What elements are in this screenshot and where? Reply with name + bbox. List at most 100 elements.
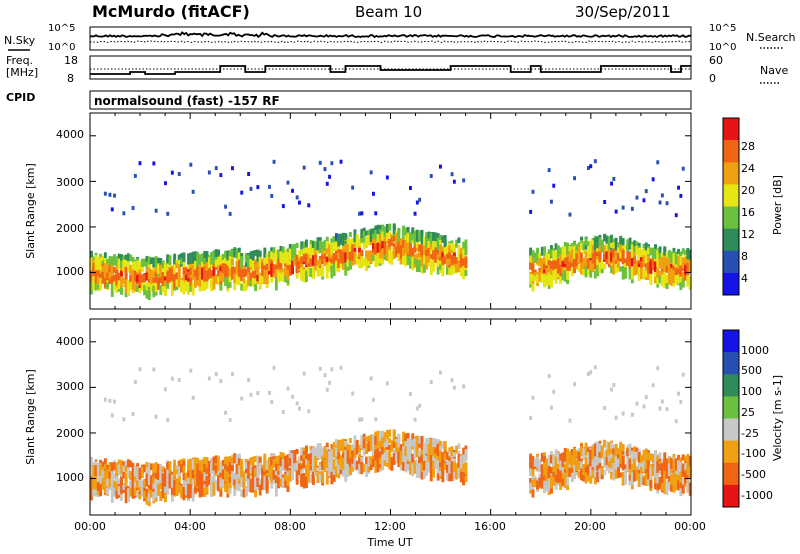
power-cell [439, 244, 442, 255]
velocity-cell [376, 440, 380, 452]
velocity-cell [647, 468, 650, 480]
power-cell [397, 253, 401, 262]
power-cell [429, 256, 433, 263]
velocity-cell [194, 481, 197, 494]
power-cell [589, 260, 593, 271]
power-cell [108, 265, 112, 275]
velocity-cell [531, 395, 535, 400]
velocity-colorbar-swatch [723, 396, 739, 419]
velocity-cell [318, 366, 322, 371]
velocity-cell [237, 466, 241, 473]
velocity-cell [120, 461, 123, 474]
power-cell [272, 269, 276, 278]
power-cell [614, 209, 618, 214]
velocity-cell [385, 430, 389, 439]
velocity-cell [448, 451, 452, 457]
velocity-cell [577, 456, 581, 469]
velocity-cell [212, 482, 216, 496]
power-cell [561, 258, 565, 267]
velocity-cell [418, 457, 422, 464]
power-cell [147, 267, 151, 279]
power-cell [307, 247, 311, 255]
power-cell [212, 276, 216, 290]
noise-search-trace [89, 40, 691, 44]
velocity-cell [566, 462, 570, 477]
power-cell [161, 284, 165, 293]
power-cell [154, 282, 158, 292]
power-cell [226, 250, 230, 261]
power-cell [110, 256, 114, 266]
power-cell [670, 251, 674, 264]
velocity-ytick-3000: 3000 [56, 380, 84, 393]
velocity-cell [385, 381, 389, 386]
power-cell [459, 253, 463, 263]
power-cell [270, 193, 274, 198]
power-cell [353, 251, 357, 265]
velocity-cell [409, 461, 412, 475]
velocity-cell [205, 476, 209, 487]
velocity-cell [642, 461, 646, 472]
velocity-cell [164, 468, 167, 483]
power-cell [157, 257, 160, 269]
velocity-cell [674, 481, 678, 491]
velocity-cell [295, 448, 299, 455]
velocity-cell [617, 448, 620, 454]
power-cell [575, 244, 579, 252]
power-cell [464, 243, 468, 256]
velocity-cell [177, 470, 181, 477]
velocity-cell [106, 464, 110, 472]
velocity-cell [547, 478, 551, 492]
velocity-cell [228, 456, 232, 467]
power-cell [321, 249, 325, 256]
power-cell [161, 265, 165, 277]
power-cell [129, 281, 133, 291]
velocity-cell [587, 470, 590, 482]
velocity-cell [455, 445, 459, 454]
velocity-cell [674, 458, 678, 471]
velocity-cell [570, 455, 574, 464]
velocity-cell [328, 465, 331, 477]
velocity-cell [427, 460, 431, 469]
velocity-cell [154, 414, 158, 419]
power-cell [628, 268, 632, 275]
power-cell [286, 180, 290, 185]
power-cell [182, 274, 186, 281]
power-cell [684, 256, 687, 268]
power-cell [563, 257, 567, 264]
power-cell [330, 238, 334, 247]
velocity-cell [658, 481, 662, 490]
power-cell [409, 186, 412, 190]
power-cell [556, 258, 560, 263]
power-cell [120, 270, 123, 282]
power-cell [656, 254, 660, 268]
power-cell [402, 229, 405, 238]
velocity-cell [210, 458, 214, 471]
velocity-cell [617, 468, 620, 474]
velocity-cell [210, 476, 214, 485]
power-cell [261, 262, 264, 276]
velocity-cell [140, 489, 144, 497]
power-cell [566, 242, 570, 255]
power-cell [681, 261, 685, 269]
power-cell [164, 275, 167, 285]
power-cell [593, 159, 597, 164]
power-cell [681, 166, 685, 171]
velocity-cell [194, 457, 197, 464]
velocity-cell [568, 457, 572, 465]
velocity-cell [651, 469, 655, 477]
power-cell [203, 258, 207, 264]
xtick-1600: 16:00 [474, 520, 506, 533]
velocity-cell [404, 445, 408, 460]
power-cell [194, 270, 197, 277]
power-cell [554, 269, 558, 276]
velocity-cell [635, 447, 639, 455]
power-cell [353, 229, 357, 243]
power-cell [291, 188, 294, 193]
power-cell [411, 256, 415, 271]
velocity-cell [628, 474, 632, 481]
power-cell [538, 253, 542, 262]
velocity-cell [124, 460, 128, 466]
power-cell [596, 236, 600, 249]
velocity-cell [686, 468, 690, 476]
power-cell [224, 250, 227, 259]
